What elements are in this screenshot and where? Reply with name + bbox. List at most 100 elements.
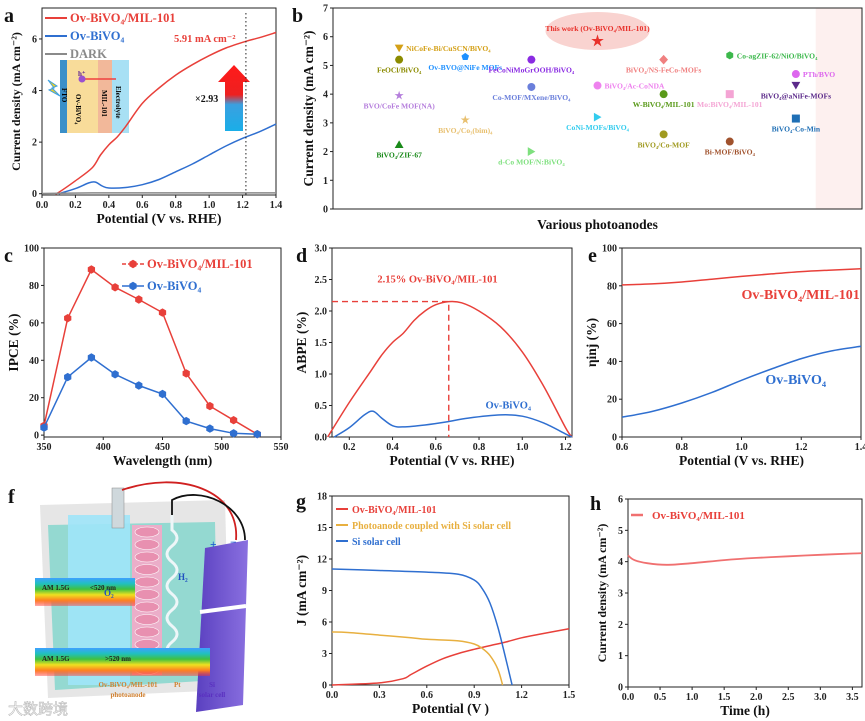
data-point — [726, 51, 734, 60]
y-tick-label: 6 — [322, 618, 327, 629]
legend-label: Photoanode coupled with Si solar cell — [352, 521, 511, 532]
point-label: Bi-MOF/BiVO₄ — [705, 148, 756, 157]
x-axis-label: Potential (V vs. RHE) — [679, 453, 804, 468]
y-tick-label: 5 — [323, 61, 328, 72]
point-label: Ov-BVO@NiFe MOFs — [428, 63, 502, 72]
y-tick-label: 60 — [29, 318, 39, 329]
x-tick-label: 3.0 — [814, 692, 827, 703]
panel-g: g 0.0 0.3 0.6 0.9 1.2 1.5 0 3 6 9 12 15 18 Potential (… — [294, 491, 575, 716]
panel-label-b: b — [292, 5, 303, 27]
y-tick-label: 3 — [618, 589, 623, 600]
x-tick-label: 1.0 — [516, 442, 529, 453]
y-tick-label: 100 — [24, 244, 39, 255]
data-point — [182, 369, 190, 378]
data-point — [527, 82, 536, 91]
series-line — [621, 268, 862, 286]
point-label: Co-agZIF-62/NiO/BiVO₄ — [737, 51, 818, 60]
legend-label: Ov-BiVO₄ — [70, 29, 124, 43]
y-tick-label: 7 — [323, 4, 328, 15]
enhancement-label: ×2.93 — [195, 94, 218, 105]
data-point — [659, 90, 668, 99]
data-point — [725, 90, 734, 99]
panel-label-d: d — [296, 245, 307, 267]
x-tick-label: 1.0 — [735, 442, 748, 453]
panel-h: h 0.0 0.5 1.0 1.5 2.0 2.5 3.0 3.5 0 1 2 3 4 5 6 Time (h)… — [590, 493, 863, 718]
x-tick-label: 1.2 — [236, 200, 249, 211]
legend-label: Ov-BiVO₄/MIL-101 — [352, 505, 436, 516]
red-series-label: Ov-BiVO₄/MIL-101 — [742, 288, 860, 303]
point-label: NiCoFe-Bi/CuSCN/BiVO₄ — [406, 44, 491, 53]
x-tick-label: 0.0 — [326, 690, 339, 701]
y-axis-label: IPCE (%) — [6, 313, 21, 371]
data-point — [791, 114, 800, 123]
x-tick-label: 0.8 — [169, 200, 182, 211]
x-tick-label: 1.2 — [795, 442, 808, 453]
bubble — [134, 601, 160, 613]
x-tick-label: 0.8 — [473, 442, 486, 453]
point-label: FeOCl/BiVO₄ — [377, 66, 422, 75]
x-tick-label: 400 — [96, 442, 111, 453]
x-tick-label: 350 — [37, 442, 52, 453]
data-point — [527, 147, 536, 156]
y-axis-label: ABPE (%) — [294, 312, 309, 374]
data-point — [229, 416, 238, 425]
point-label: BVO/CoFe MOF(NA) — [363, 102, 435, 111]
x-tick-label: 1.0 — [203, 200, 216, 211]
series-line — [43, 268, 258, 435]
y-tick-label: 0 — [618, 683, 623, 694]
panel-d: d 0.2 0.4 0.6 0.8 1.0 1.2 0.0 0.5 1.0 1.5 2.0 2.5 3.0… — [294, 244, 573, 468]
y-tick-label: 40 — [29, 356, 39, 367]
y-tick-label: 1.0 — [315, 370, 328, 381]
x-tick-label: 0.4 — [386, 442, 399, 453]
data-point — [791, 70, 800, 79]
data-point — [659, 54, 669, 65]
x-axis-label: Various photoanodes — [537, 217, 658, 232]
data-point — [64, 372, 72, 382]
x-tick-label: 3.5 — [846, 692, 859, 703]
legend-label: Ov-BiVO₄ — [147, 279, 201, 293]
x-axis-label: Wavelength (nm) — [113, 453, 212, 468]
y-tick-label: 1 — [323, 176, 328, 187]
legend-marker — [129, 259, 137, 269]
bubble — [134, 551, 160, 563]
y-tick-label: 0 — [32, 189, 37, 200]
inset-layer-bivo4: Ov-BiVO₄ — [74, 94, 82, 125]
legend-label: DARK — [70, 47, 107, 61]
legend-marker — [129, 281, 137, 291]
inset-fto-layer — [60, 60, 67, 133]
y-tick-label: 0 — [612, 433, 617, 444]
point-label: BiVO₄/Co-MOF — [637, 140, 690, 149]
data-point — [659, 130, 668, 139]
light-beam-lower — [35, 648, 210, 676]
enhancement-arrow-icon — [218, 65, 250, 131]
data-point — [461, 52, 470, 61]
y-tick-label: 12 — [317, 555, 327, 566]
y-axis-label: Current density (mA cm⁻²) — [595, 524, 609, 663]
bubble — [134, 589, 160, 600]
y-tick-label: 80 — [29, 281, 39, 292]
x-tick-label: 2.0 — [750, 692, 763, 703]
x-tick-label: 2.5 — [782, 692, 795, 703]
panel-e: e 0.6 0.8 1.0 1.2 1.4 0 20 40 60 80 100 Potential (V… — [584, 244, 865, 469]
data-point — [111, 283, 119, 292]
x-tick-label: 0.3 — [373, 690, 386, 701]
y-tick-label: 40 — [607, 357, 617, 368]
y-tick-label: 1 — [618, 651, 623, 662]
y-tick-label: 9 — [322, 586, 327, 597]
solar-cell-gap — [199, 604, 247, 614]
series-line — [331, 628, 570, 686]
y-tick-label: 5 — [618, 526, 623, 537]
inset-bivo4-layer — [67, 60, 98, 133]
y-tick-label: 2.0 — [315, 307, 328, 318]
y-tick-label: 15 — [317, 523, 327, 534]
legend-label: Ov-BiVO₄/MIL-101 — [652, 510, 745, 522]
panel-label-a: a — [4, 5, 14, 27]
y-tick-label: 6 — [32, 34, 37, 45]
y-tick-label: 3 — [323, 118, 328, 129]
x-tick-label: 0.6 — [430, 442, 443, 453]
pt-electrode-icon — [165, 515, 179, 660]
data-point — [593, 112, 602, 122]
solar-cell-label-2: solar cell — [199, 691, 226, 699]
x-tick-label: 1.4 — [270, 200, 283, 211]
data-point — [395, 55, 404, 64]
